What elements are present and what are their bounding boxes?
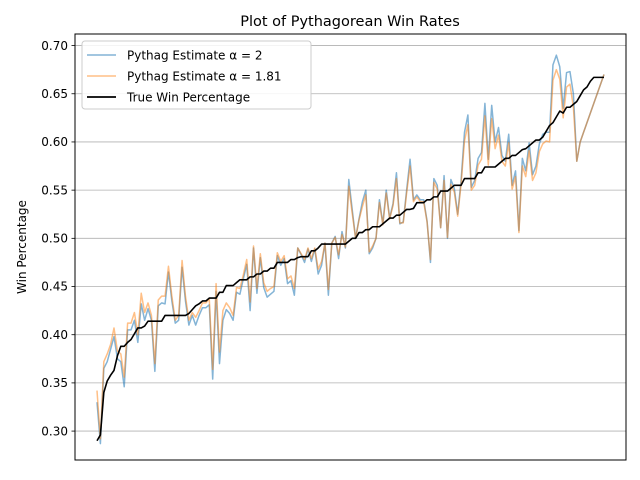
legend-label-3: True Win Percentage <box>126 91 250 105</box>
series-line-3 <box>96 76 604 442</box>
legend-frame <box>81 40 312 110</box>
y-tick-label: 0.45 <box>41 280 68 294</box>
chart-title: Plot of Pythagorean Win Rates <box>240 14 460 30</box>
legend-label-1: Pythag Estimate α = 2 <box>127 49 262 63</box>
y-tick-label: 0.35 <box>41 376 68 390</box>
y-axis-label: Win Percentage <box>15 200 29 294</box>
y-tick-label: 0.40 <box>41 328 68 342</box>
y-tick-label: 0.65 <box>41 87 68 101</box>
legend-label-2: Pythag Estimate α = 1.81 <box>127 70 282 84</box>
y-tick-label: 0.50 <box>41 232 68 246</box>
series-lines <box>96 54 605 445</box>
plot-area-frame <box>74 33 627 461</box>
y-tick-label: 0.30 <box>41 424 68 438</box>
y-tick-label: 0.55 <box>41 183 68 197</box>
legend: Pythag Estimate α = 2 Pythag Estimate α =… <box>81 40 312 110</box>
y-axis-ticks: 0.30 0.35 0.40 0.45 0.50 0.55 0.60 0.65 0.70 <box>41 39 75 438</box>
y-tick-label: 0.70 <box>41 39 68 53</box>
series-line-2 <box>96 68 605 440</box>
y-tick-label: 0.60 <box>41 135 68 149</box>
